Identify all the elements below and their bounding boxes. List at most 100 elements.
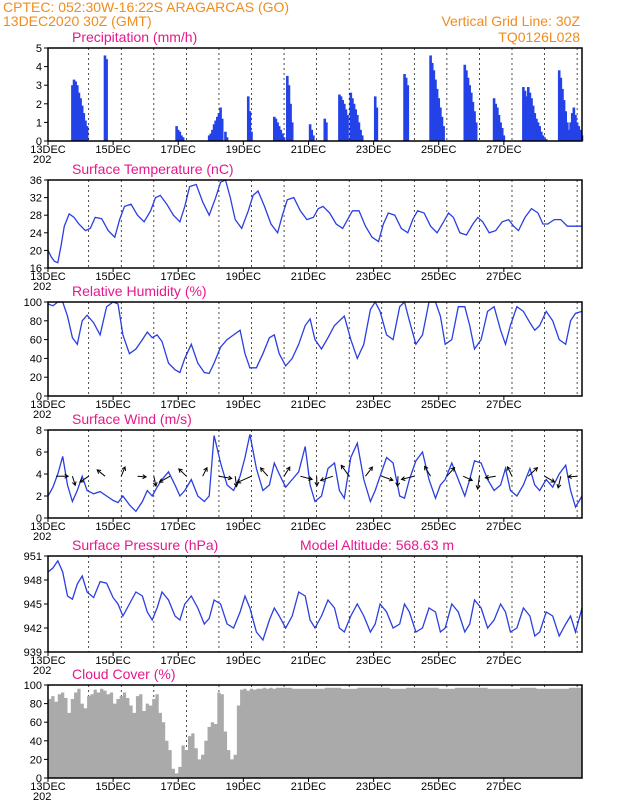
y-tick-label: 4 xyxy=(36,62,42,74)
x-tick-label: 17DEC xyxy=(161,144,197,156)
x-tick-label: 23DEC xyxy=(356,655,392,667)
humidity-title: Relative Humidity (%) xyxy=(72,283,207,299)
y-tick-label: 5 xyxy=(36,43,42,55)
y-tick-label: 60 xyxy=(30,335,42,347)
x-tick-label: 17DEC xyxy=(161,399,197,411)
y-tick-label: 951 xyxy=(24,551,42,563)
y-tick-label: 20 xyxy=(30,245,42,257)
x-tick-label: 21DEC xyxy=(291,655,327,667)
temperature-line xyxy=(48,180,582,263)
x-tick-label: 21DEC xyxy=(291,399,327,411)
y-tick-label: 32 xyxy=(30,193,42,205)
x-tick-label: 25DEC xyxy=(421,144,457,156)
x-tick-label: 15DEC xyxy=(95,271,131,283)
x-tick-label: 27DEC xyxy=(486,271,522,283)
x-tick-label: 21DEC xyxy=(291,144,327,156)
x-tick-label: 25DEC xyxy=(421,655,457,667)
x-tick-label: 17DEC xyxy=(161,271,197,283)
y-tick-label: 28 xyxy=(30,210,42,222)
precip-bar xyxy=(325,122,328,141)
x-tick-label: 19DEC xyxy=(226,399,262,411)
precip-bar xyxy=(291,122,294,141)
x-tick-label: 25DEC xyxy=(421,781,457,793)
x-tick-label: 27DEC xyxy=(486,655,522,667)
y-tick-label: 100 xyxy=(24,297,42,309)
x-tick-label: 19DEC xyxy=(226,521,262,533)
x-tick-label: 21DEC xyxy=(291,781,327,793)
x-tick-label: 19DEC xyxy=(226,655,262,667)
precip-bar xyxy=(250,132,253,141)
y-tick-label: 945 xyxy=(24,599,42,611)
x-tick-label: 23DEC xyxy=(356,144,392,156)
precip-bar xyxy=(376,108,379,141)
precipitation-title: Precipitation (mm/h) xyxy=(72,29,197,45)
y-tick-label: 24 xyxy=(30,228,42,240)
precip-bar xyxy=(346,115,349,141)
x-tick-label: 23DEC xyxy=(356,781,392,793)
y-tick-label: 942 xyxy=(24,623,42,635)
y-tick-label: 2 xyxy=(36,491,42,503)
x-tick-label: 17DEC xyxy=(161,521,197,533)
x-tick-label: 25DEC xyxy=(421,521,457,533)
y-tick-label: 948 xyxy=(24,575,42,587)
pressure-title: Surface Pressure (hPa) xyxy=(72,537,218,553)
pressure-line xyxy=(48,561,582,640)
y-tick-label: 20 xyxy=(30,754,42,766)
x-tick-label: 17DEC xyxy=(161,781,197,793)
y-tick-label: 80 xyxy=(30,699,42,711)
y-tick-label: 36 xyxy=(30,175,42,187)
x-tick-label: 27DEC xyxy=(486,521,522,533)
precip-bar xyxy=(442,126,445,141)
cloud-cover-area xyxy=(48,688,582,778)
precip-bar xyxy=(86,126,89,141)
header-date: 13DEC2020 30Z (GMT) xyxy=(3,13,152,29)
x-tick-label: 21DEC xyxy=(291,271,327,283)
y-tick-label: 40 xyxy=(30,353,42,365)
x-tick-label: 25DEC xyxy=(421,399,457,411)
x-tick-label: 23DEC xyxy=(356,399,392,411)
y-tick-label: 60 xyxy=(30,717,42,729)
x-tick-label: 27DEC xyxy=(486,781,522,793)
precip-bar xyxy=(221,119,224,141)
x-tick-label: 15DEC xyxy=(95,521,131,533)
year-label: 202 xyxy=(33,531,51,543)
x-tick-label: 15DEC xyxy=(95,399,131,411)
x-tick-label: 23DEC xyxy=(356,271,392,283)
precip-bar xyxy=(503,135,506,141)
precipitation-frame xyxy=(48,48,582,141)
wind-frame xyxy=(48,430,582,518)
precip-bar xyxy=(475,122,478,141)
year-label: 202 xyxy=(33,281,51,293)
x-tick-label: 21DEC xyxy=(291,521,327,533)
pressure-frame xyxy=(48,556,582,652)
y-tick-label: 1 xyxy=(36,117,42,129)
wind-title: Surface Wind (m/s) xyxy=(72,411,192,427)
header-grid-line: Vertical Grid Line: 30Z xyxy=(441,13,580,29)
year-label: 202 xyxy=(33,791,51,800)
y-tick-label: 40 xyxy=(30,736,42,748)
x-tick-label: 19DEC xyxy=(226,144,262,156)
precip-bar xyxy=(312,135,315,141)
x-tick-label: 19DEC xyxy=(226,781,262,793)
x-tick-label: 27DEC xyxy=(486,144,522,156)
y-tick-label: 20 xyxy=(30,372,42,384)
y-tick-label: 3 xyxy=(36,80,42,92)
year-label: 202 xyxy=(33,409,51,421)
year-label: 202 xyxy=(33,154,51,166)
model-altitude: Model Altitude: 568.63 m xyxy=(300,537,454,553)
temperature-frame xyxy=(48,180,582,268)
x-tick-label: 15DEC xyxy=(95,781,131,793)
year-label: 202 xyxy=(33,665,51,677)
y-tick-label: 4 xyxy=(36,469,42,481)
y-tick-label: 8 xyxy=(36,425,42,437)
x-tick-label: 19DEC xyxy=(226,271,262,283)
precip-bar xyxy=(406,85,409,141)
cloud-title: Cloud Cover (%) xyxy=(72,666,175,682)
y-tick-label: 80 xyxy=(30,316,42,328)
